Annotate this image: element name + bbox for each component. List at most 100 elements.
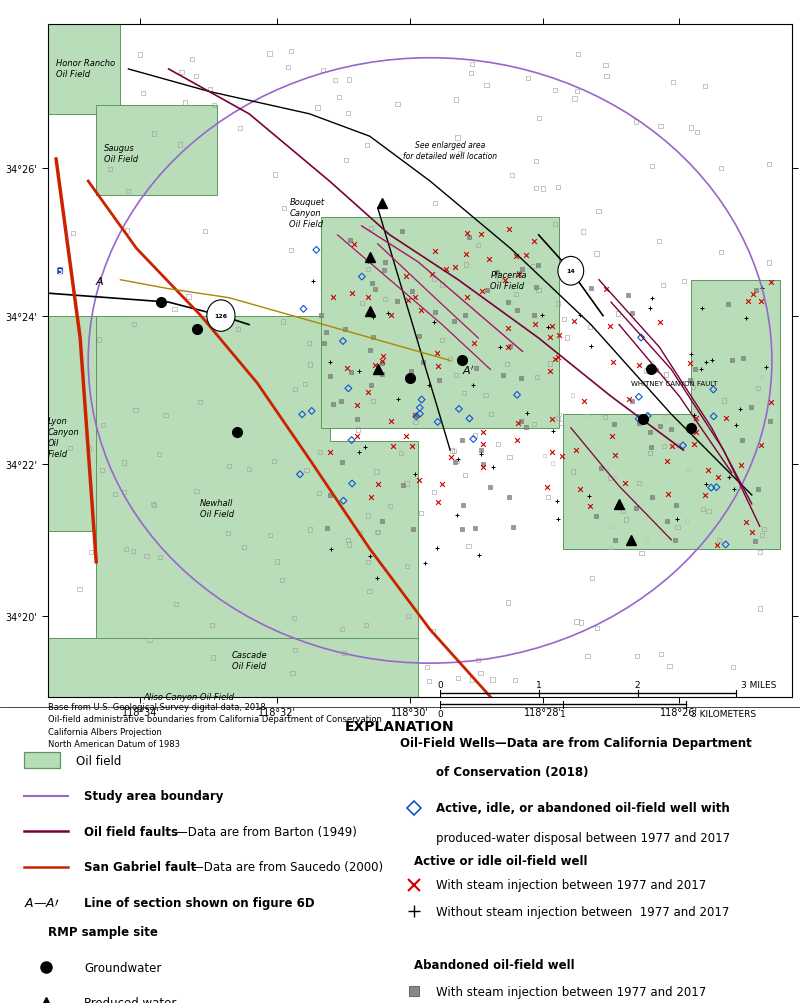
Point bbox=[432, 494, 445, 511]
Point bbox=[584, 498, 597, 515]
Point bbox=[126, 544, 139, 560]
Point bbox=[432, 359, 445, 375]
Point bbox=[546, 318, 558, 334]
Text: Lyon
Canyon
Oil
Field: Lyon Canyon Oil Field bbox=[48, 416, 80, 458]
Point bbox=[630, 648, 643, 664]
Text: 0: 0 bbox=[437, 680, 443, 689]
Point bbox=[764, 413, 777, 429]
Point bbox=[570, 442, 582, 458]
Point bbox=[486, 672, 499, 688]
Point bbox=[175, 65, 188, 81]
Point bbox=[754, 437, 767, 453]
Point bbox=[178, 95, 191, 111]
Point bbox=[444, 450, 457, 466]
Point bbox=[409, 414, 422, 430]
Point bbox=[762, 156, 775, 173]
Text: 126: 126 bbox=[214, 314, 227, 319]
Point bbox=[555, 448, 568, 464]
Text: Aliso Canyon Oil Field: Aliso Canyon Oil Field bbox=[143, 693, 234, 701]
Point bbox=[362, 384, 374, 400]
Point bbox=[553, 328, 566, 344]
Point bbox=[360, 137, 373, 153]
Text: $\mathit{A}$—$\mathit{A\prime}$: $\mathit{A}$—$\mathit{A\prime}$ bbox=[24, 896, 59, 909]
Point bbox=[689, 362, 702, 378]
Text: Oil-Field Wells—Data are from California Department: Oil-Field Wells—Data are from California… bbox=[400, 736, 752, 749]
Text: 14: 14 bbox=[566, 269, 575, 274]
Polygon shape bbox=[96, 316, 418, 684]
Point bbox=[159, 407, 172, 423]
Point bbox=[580, 408, 593, 424]
Point bbox=[493, 272, 506, 288]
Point bbox=[531, 370, 544, 386]
Polygon shape bbox=[197, 639, 362, 697]
Point bbox=[414, 406, 426, 422]
Point bbox=[765, 395, 778, 411]
Point bbox=[592, 204, 605, 220]
Point bbox=[453, 401, 466, 417]
Point bbox=[270, 554, 283, 570]
Point bbox=[285, 243, 298, 259]
Point bbox=[312, 485, 325, 502]
Point bbox=[379, 255, 392, 271]
Point bbox=[571, 47, 584, 63]
Point bbox=[451, 508, 464, 524]
Point bbox=[339, 152, 352, 169]
Point bbox=[501, 356, 514, 372]
Point bbox=[700, 355, 713, 371]
Point bbox=[324, 542, 337, 558]
Point bbox=[335, 454, 348, 470]
Point bbox=[670, 497, 682, 514]
Point bbox=[320, 521, 333, 537]
Point bbox=[728, 481, 741, 497]
Text: 3 MILES: 3 MILES bbox=[742, 680, 777, 689]
Point bbox=[73, 581, 86, 597]
Point bbox=[444, 352, 457, 368]
Point bbox=[503, 489, 516, 506]
Point bbox=[502, 339, 514, 355]
Point bbox=[362, 554, 374, 570]
Text: See enlarged area
for detailed well location: See enlarged area for detailed well loca… bbox=[403, 140, 498, 160]
Point bbox=[494, 340, 506, 356]
Point bbox=[458, 308, 471, 324]
Point bbox=[527, 259, 540, 275]
Point bbox=[546, 411, 558, 427]
Text: RMP sample site: RMP sample site bbox=[48, 926, 158, 939]
Polygon shape bbox=[48, 639, 418, 697]
Point bbox=[327, 290, 340, 306]
Point bbox=[643, 445, 656, 461]
Point bbox=[502, 295, 514, 311]
Point bbox=[348, 237, 361, 253]
Point bbox=[369, 357, 382, 373]
Point bbox=[408, 290, 421, 306]
Point bbox=[758, 522, 770, 538]
Point bbox=[451, 130, 464, 146]
Point bbox=[299, 376, 312, 392]
Point bbox=[633, 357, 646, 373]
Point bbox=[118, 484, 130, 500]
Point bbox=[371, 570, 384, 586]
Point bbox=[362, 508, 374, 524]
Point bbox=[342, 72, 355, 88]
Point bbox=[506, 520, 519, 536]
Point bbox=[329, 73, 342, 89]
Point bbox=[606, 428, 618, 444]
Point bbox=[491, 265, 504, 281]
Point bbox=[604, 319, 617, 335]
Text: 1: 1 bbox=[536, 680, 542, 689]
Point bbox=[63, 440, 76, 456]
Point bbox=[337, 493, 350, 510]
Point bbox=[570, 614, 583, 630]
Point bbox=[303, 522, 316, 538]
Point bbox=[740, 310, 753, 326]
Point bbox=[391, 392, 404, 408]
Point bbox=[289, 382, 302, 398]
Point bbox=[96, 417, 109, 433]
Point bbox=[152, 446, 165, 462]
Point bbox=[351, 422, 364, 438]
Point bbox=[697, 502, 710, 518]
Point bbox=[550, 493, 563, 510]
Point bbox=[752, 381, 765, 397]
Point bbox=[640, 363, 653, 379]
Point bbox=[502, 321, 514, 337]
Text: Bouquet
Canyon
Oil Field: Bouquet Canyon Oil Field bbox=[290, 198, 325, 229]
